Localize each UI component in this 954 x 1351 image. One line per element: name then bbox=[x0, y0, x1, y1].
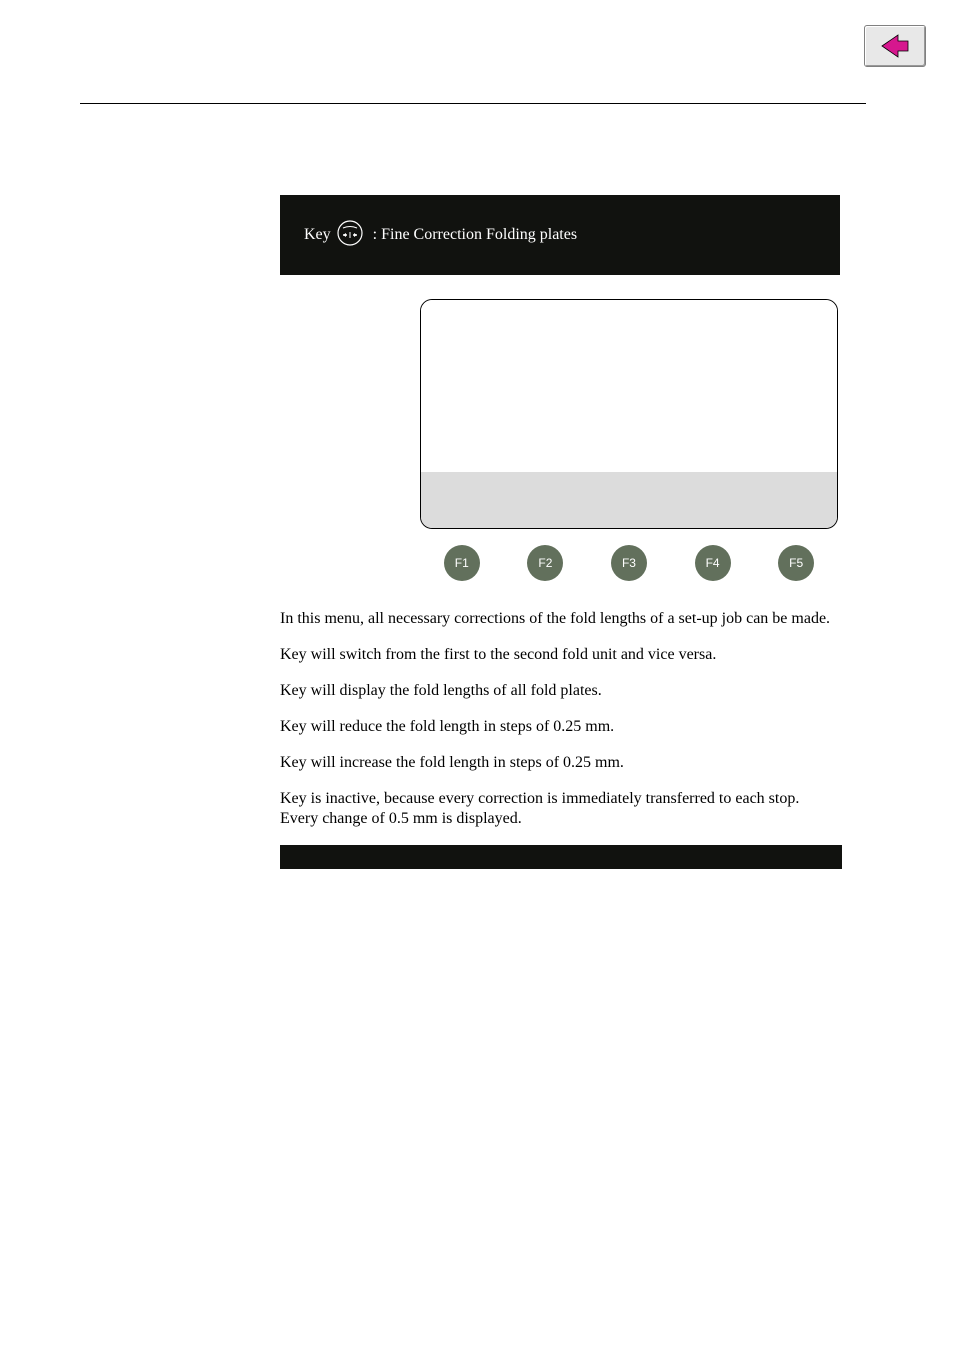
f4-key[interactable]: F4 bbox=[695, 545, 731, 581]
section-title-band: Key : Fine Correction Folding plates bbox=[280, 195, 840, 275]
key3-paragraph: Key will reduce the fold length in steps… bbox=[280, 717, 840, 737]
f5-key[interactable]: F5 bbox=[778, 545, 814, 581]
function-key-row: F1 F2 F3 F4 F5 bbox=[420, 545, 838, 581]
fine-correction-icon bbox=[337, 220, 363, 251]
f2-key[interactable]: F2 bbox=[527, 545, 563, 581]
footer-band bbox=[280, 845, 842, 869]
band-prefix: Key bbox=[304, 226, 331, 244]
back-arrow-icon bbox=[880, 33, 910, 59]
panel-display-area bbox=[421, 300, 837, 472]
back-button[interactable] bbox=[864, 25, 926, 67]
f3-key[interactable]: F3 bbox=[611, 545, 647, 581]
key5-paragraph: Key is inactive, because every correctio… bbox=[280, 789, 840, 829]
key4-paragraph: Key will increase the fold length in ste… bbox=[280, 753, 840, 773]
header-rule bbox=[80, 103, 866, 104]
body-text: In this menu, all necessary corrections … bbox=[280, 609, 840, 829]
intro-paragraph: In this menu, all necessary corrections … bbox=[280, 609, 840, 629]
display-panel bbox=[420, 299, 838, 529]
f1-key[interactable]: F1 bbox=[444, 545, 480, 581]
key1-paragraph: Key will switch from the first to the se… bbox=[280, 645, 840, 665]
band-suffix: : Fine Correction Folding plates bbox=[373, 226, 577, 244]
panel-softkey-area bbox=[421, 472, 837, 528]
key2-paragraph: Key will display the fold lengths of all… bbox=[280, 681, 840, 701]
main-content: Key : Fine Correction Folding plates F1 … bbox=[280, 195, 840, 869]
